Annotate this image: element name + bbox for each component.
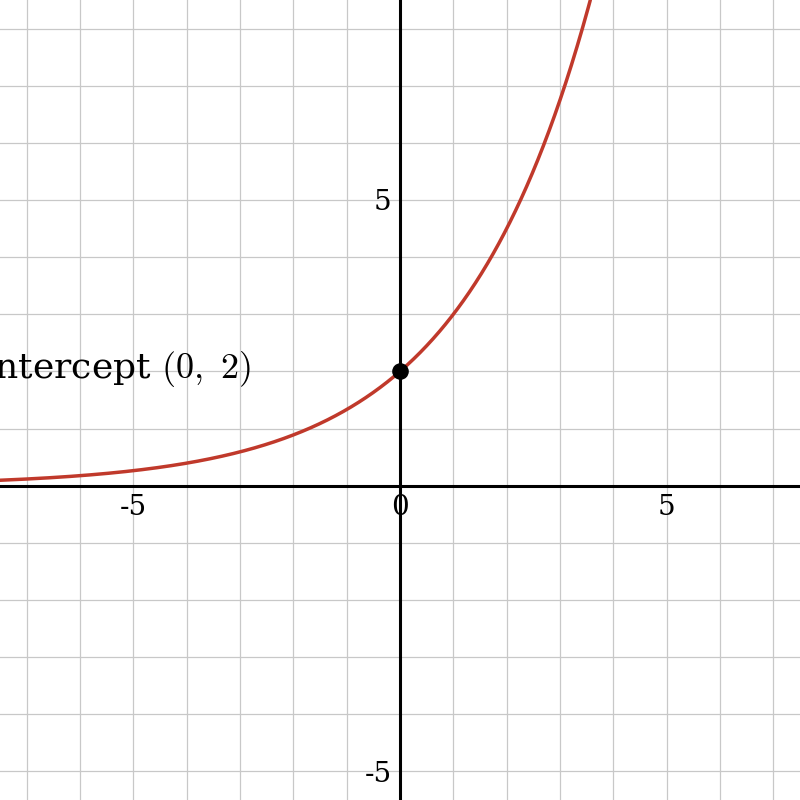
Text: $y$-intercept $(0,\ 2)$: $y$-intercept $(0,\ 2)$ <box>0 349 250 389</box>
Point <box>394 365 406 378</box>
